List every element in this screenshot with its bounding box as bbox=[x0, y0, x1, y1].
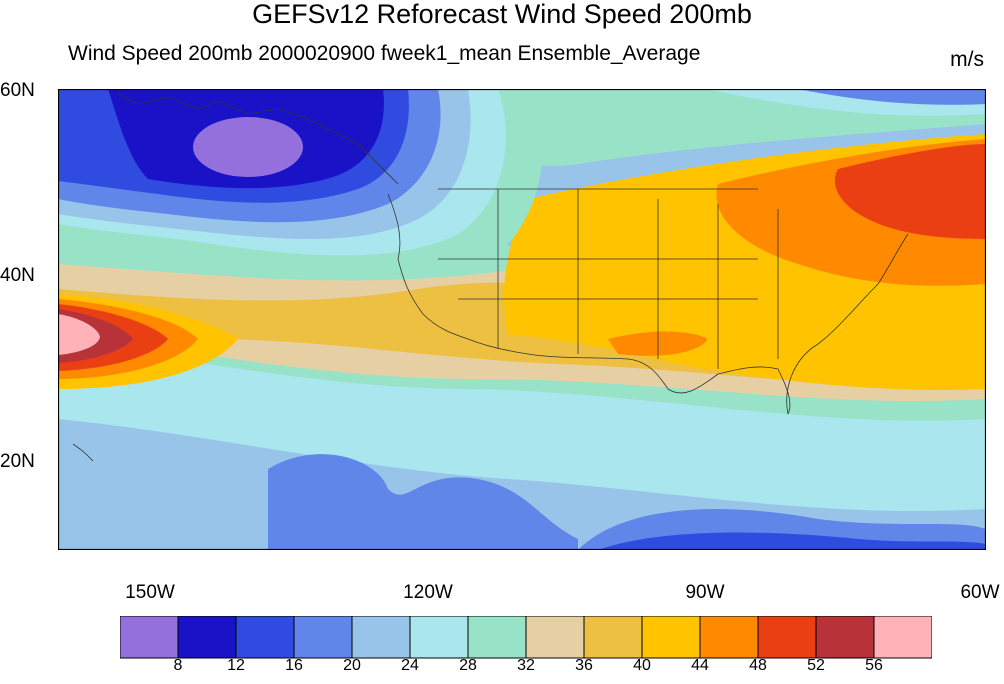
contour-band-12-16-southeast bbox=[598, 532, 986, 550]
colorbar-tick-label: 28 bbox=[459, 657, 477, 674]
colorbar-swatch bbox=[757, 616, 817, 659]
colorbar-tick-label: 8 bbox=[173, 657, 183, 674]
contour-band-52-56-east bbox=[834, 144, 986, 239]
colorbar-swatch bbox=[235, 616, 295, 659]
colorbar-swatch bbox=[293, 616, 353, 659]
colorbar-swatch bbox=[120, 616, 179, 659]
colorbar-swatch bbox=[873, 616, 932, 659]
units-label: m/s bbox=[950, 48, 984, 71]
colorbar-tick-label: 48 bbox=[749, 657, 767, 674]
colorbar-swatch bbox=[699, 616, 759, 659]
contour-band-16-20-south bbox=[268, 454, 578, 550]
colorbar-swatch bbox=[467, 616, 527, 659]
colorbar-tick-label: 24 bbox=[401, 657, 419, 674]
colorbar-tick-label: 40 bbox=[633, 657, 651, 674]
map-subtitle: Wind Speed 200mb 2000020900 fweek1_mean … bbox=[68, 42, 701, 65]
colorbar-tick-label: 36 bbox=[575, 657, 593, 674]
colorbar-swatch bbox=[177, 616, 237, 659]
colorbar-swatch bbox=[409, 616, 469, 659]
lat-label-40n: 40N bbox=[0, 265, 35, 286]
colorbar bbox=[120, 616, 932, 659]
colorbar-swatch bbox=[641, 616, 701, 659]
lat-label-60n: 60N bbox=[0, 80, 35, 101]
lon-label-60w: 60W bbox=[960, 582, 1000, 603]
colorbar-tick-label: 56 bbox=[865, 657, 883, 674]
contour-band-28-32 bbox=[58, 339, 986, 512]
colorbar-tick-label: 16 bbox=[285, 657, 303, 674]
lat-label-20n: 20N bbox=[0, 451, 35, 472]
colorbar-tick-label: 12 bbox=[227, 657, 245, 674]
colorbar-swatch bbox=[583, 616, 643, 659]
map-border bbox=[58, 89, 986, 550]
contour-band-20-24-north bbox=[798, 89, 986, 105]
colorbar-swatch bbox=[815, 616, 875, 659]
contour-band-below-8 bbox=[193, 117, 303, 177]
colorbar-swatch bbox=[525, 616, 585, 659]
contour-band-60-plus bbox=[58, 314, 100, 355]
colorbar-tick-label: 20 bbox=[343, 657, 361, 674]
lon-label-150w: 150W bbox=[125, 582, 175, 603]
lon-label-120w: 120W bbox=[403, 582, 453, 603]
colorbar-swatch bbox=[351, 616, 411, 659]
map-title: GEFSv12 Reforecast Wind Speed 200mb bbox=[252, 0, 752, 29]
colorbar-tick-label: 44 bbox=[691, 657, 709, 674]
lon-label-90w: 90W bbox=[685, 582, 725, 603]
colorbar-tick-label: 32 bbox=[517, 657, 535, 674]
wind-speed-map bbox=[58, 89, 986, 550]
colorbar-tick-label: 52 bbox=[807, 657, 825, 674]
coastlines bbox=[72, 93, 909, 462]
